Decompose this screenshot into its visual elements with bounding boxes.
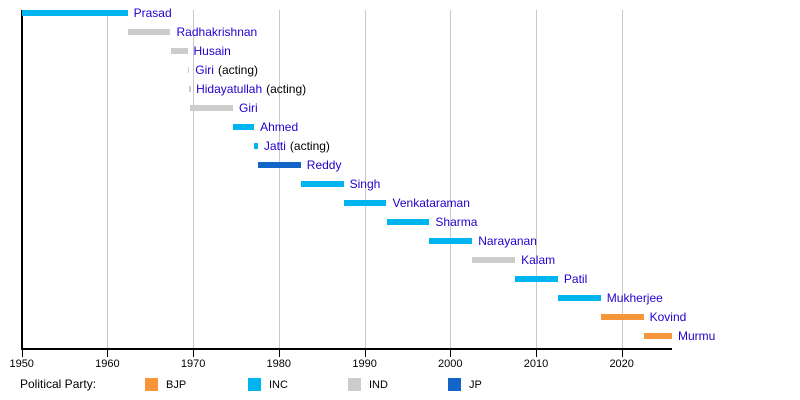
president-label-radhakrishnan: Radhakrishnan: [177, 24, 258, 40]
president-label-kovind: Kovind: [650, 309, 687, 325]
legend-label-inc: INC: [269, 379, 288, 391]
timeline-bar-jatti-acting: [254, 142, 258, 149]
acting-annotation: (acting): [217, 62, 258, 77]
president-link-reddy[interactable]: Reddy: [306, 157, 342, 172]
x-axis-tick-label-2000: 2000: [438, 358, 463, 370]
timeline-bar-patil: [515, 275, 558, 282]
timeline-bar-mukherjee: [557, 294, 601, 301]
president-link-prasad[interactable]: Prasad: [133, 5, 172, 20]
timeline-bar-prasad: [22, 9, 128, 16]
president-link-singh[interactable]: Singh: [349, 176, 381, 191]
legend-swatch-inc: [248, 378, 261, 391]
x-axis-tick-label-2020: 2020: [609, 358, 634, 370]
president-label-venkataraman: Venkataraman: [393, 195, 470, 211]
legend-swatch-bjp: [145, 378, 158, 391]
timeline-bar-reddy: [257, 161, 301, 168]
timeline-bar-kalam: [472, 256, 516, 263]
acting-annotation: (acting): [266, 81, 307, 96]
x-axis-tick-label-1970: 1970: [180, 358, 206, 370]
timeline-bar-ahmed: [233, 123, 255, 130]
x-axis-tick-1960: [107, 350, 109, 357]
x-axis-tick-2000: [450, 350, 452, 357]
y-axis-line: [20, 10, 23, 350]
president-link-kalam[interactable]: Kalam: [521, 252, 556, 267]
gridline-1990: [364, 10, 366, 348]
timeline-bar-giri-acting: [187, 66, 190, 73]
president-link-mukherjee[interactable]: Mukherjee: [606, 290, 663, 305]
timeline-bar-radhakrishnan: [127, 28, 171, 35]
x-axis-tick-label-1990: 1990: [352, 358, 377, 370]
timeline-bar-giri: [190, 104, 233, 111]
legend-label-bjp: BJP: [166, 379, 187, 391]
timeline-bar-murmu: [643, 332, 672, 339]
x-axis-tick-1990: [364, 350, 366, 357]
president-label-hidayatullah-acting: Hidayatullah (acting): [196, 81, 306, 97]
x-axis-tick-label-1980: 1980: [266, 358, 292, 370]
president-label-reddy: Reddy: [307, 157, 342, 173]
president-link-murmu[interactable]: Murmu: [678, 328, 716, 343]
x-axis-tick-label-1960: 1960: [95, 358, 120, 370]
x-axis-tick-2010: [536, 350, 537, 357]
president-label-narayanan: Narayanan: [478, 233, 537, 249]
president-label-patil: Patil: [564, 271, 587, 287]
gridline-2000: [450, 10, 452, 348]
president-link-giri[interactable]: Giri: [239, 100, 258, 115]
legend-title: Political Party:: [20, 377, 97, 391]
president-label-husain: Husain: [194, 43, 231, 59]
president-link-radhakrishnan[interactable]: Radhakrishnan: [176, 24, 258, 39]
x-axis-tick-1970: [193, 350, 195, 357]
president-label-kalam: Kalam: [521, 252, 555, 268]
president-link-sharma[interactable]: Sharma: [435, 214, 478, 229]
president-link-giri[interactable]: Giri: [195, 62, 214, 77]
legend: Political Party: BJP INC IND JP: [0, 375, 800, 395]
president-label-jatti-acting: Jatti (acting): [264, 138, 330, 154]
legend-swatch-ind: [348, 378, 361, 391]
timeline-bar-sharma: [386, 218, 430, 225]
x-axis-tick-label-1950: 1950: [9, 358, 34, 370]
president-label-giri: Giri: [239, 100, 258, 116]
president-label-sharma: Sharma: [435, 214, 477, 230]
timeline-bar-kovind: [600, 313, 644, 320]
president-link-hidayatullah[interactable]: Hidayatullah: [196, 81, 263, 96]
timeline-bar-husain: [170, 47, 188, 54]
president-link-narayanan[interactable]: Narayanan: [478, 233, 537, 248]
x-axis-tick-2020: [621, 350, 623, 357]
president-label-giri-acting: Giri (acting): [195, 62, 258, 78]
legend-label-jp: JP: [469, 379, 482, 391]
timeline-bar-hidayatullah-acting: [189, 85, 191, 92]
president-label-prasad: Prasad: [134, 5, 172, 21]
gridline-1970: [193, 10, 195, 348]
president-link-husain[interactable]: Husain: [193, 43, 231, 58]
president-link-venkataraman[interactable]: Venkataraman: [392, 195, 470, 210]
timeline-bar-venkataraman: [343, 199, 387, 206]
acting-annotation: (acting): [289, 138, 330, 153]
x-axis-line: [20, 348, 672, 350]
president-link-patil[interactable]: Patil: [563, 271, 588, 286]
president-link-jatti[interactable]: Jatti: [263, 138, 286, 153]
gridline-1980: [278, 10, 280, 348]
legend-swatch-jp: [448, 378, 461, 391]
president-label-mukherjee: Mukherjee: [607, 290, 663, 306]
legend-label-ind: IND: [369, 379, 388, 391]
gridline-2020: [621, 10, 623, 348]
president-link-kovind[interactable]: Kovind: [649, 309, 687, 324]
president-label-ahmed: Ahmed: [260, 119, 298, 135]
x-axis-tick-1980: [278, 350, 280, 357]
gridline-2010: [536, 10, 537, 348]
x-axis-tick-label-2010: 2010: [523, 358, 549, 370]
x-axis-tick-1950: [21, 350, 23, 357]
president-label-murmu: Murmu: [678, 328, 715, 344]
president-label-singh: Singh: [350, 176, 381, 192]
gridline-1960: [107, 10, 109, 348]
president-link-ahmed[interactable]: Ahmed: [260, 119, 299, 134]
timeline-bar-singh: [300, 180, 344, 187]
timeline-bar-narayanan: [429, 237, 473, 244]
